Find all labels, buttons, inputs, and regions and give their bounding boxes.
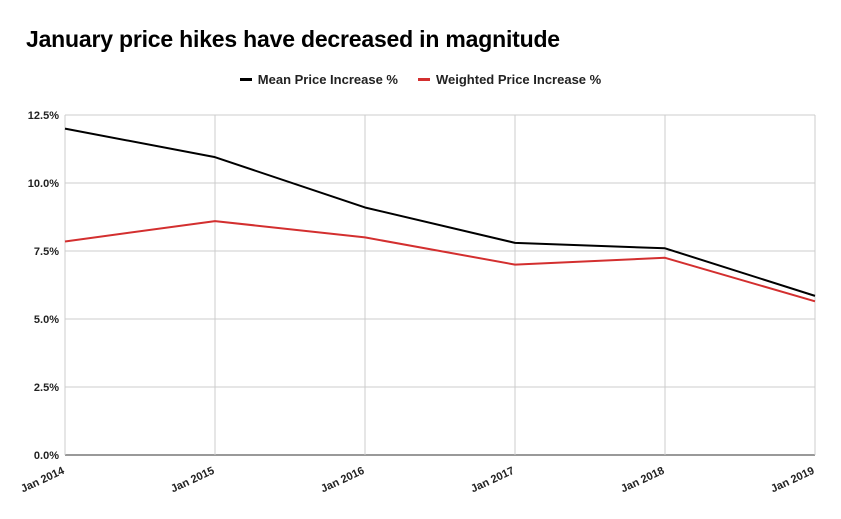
legend-item-mean: Mean Price Increase %: [239, 72, 398, 87]
legend-label-mean: Mean Price Increase %: [257, 72, 398, 87]
legend-label-weighted: Weighted Price Increase %: [435, 72, 602, 87]
y-tick-label: 5.0%: [34, 314, 59, 326]
series-line-mean: [64, 127, 816, 297]
legend-swatch-weighted: [417, 78, 430, 81]
chart-title: January price hikes have decreased in ma…: [26, 26, 560, 52]
x-tick-label: Jan 2014: [19, 464, 67, 495]
series-line-weighted: [64, 220, 816, 303]
y-tick-label: 0.0%: [34, 450, 59, 462]
x-tick-label: Jan 2018: [619, 465, 666, 496]
legend-swatch-mean: [239, 78, 252, 81]
y-tick-label: 12.5%: [28, 110, 59, 122]
x-tick-label: Jan 2019: [769, 465, 816, 496]
grid-lines: [64, 114, 816, 456]
legend-item-weighted: Weighted Price Increase %: [417, 72, 602, 87]
y-axis-ticks: 0.0% 2.5% 5.0% 7.5% 10.0% 12.5%: [28, 110, 59, 462]
x-axis-ticks: Jan 2014 Jan 2015 Jan 2016 Jan 2017 Jan 2018…: [19, 464, 816, 495]
x-tick-label: Jan 2017: [469, 465, 516, 496]
y-tick-label: 2.5%: [34, 382, 59, 394]
y-tick-label: 10.0%: [28, 178, 59, 190]
chart-legend: Mean Price Increase % Weighted Price Inc…: [0, 72, 841, 87]
x-tick-label: Jan 2015: [169, 465, 216, 496]
x-tick-label: Jan 2016: [319, 465, 366, 496]
y-tick-label: 7.5%: [34, 246, 59, 258]
series-lines: [64, 127, 816, 303]
